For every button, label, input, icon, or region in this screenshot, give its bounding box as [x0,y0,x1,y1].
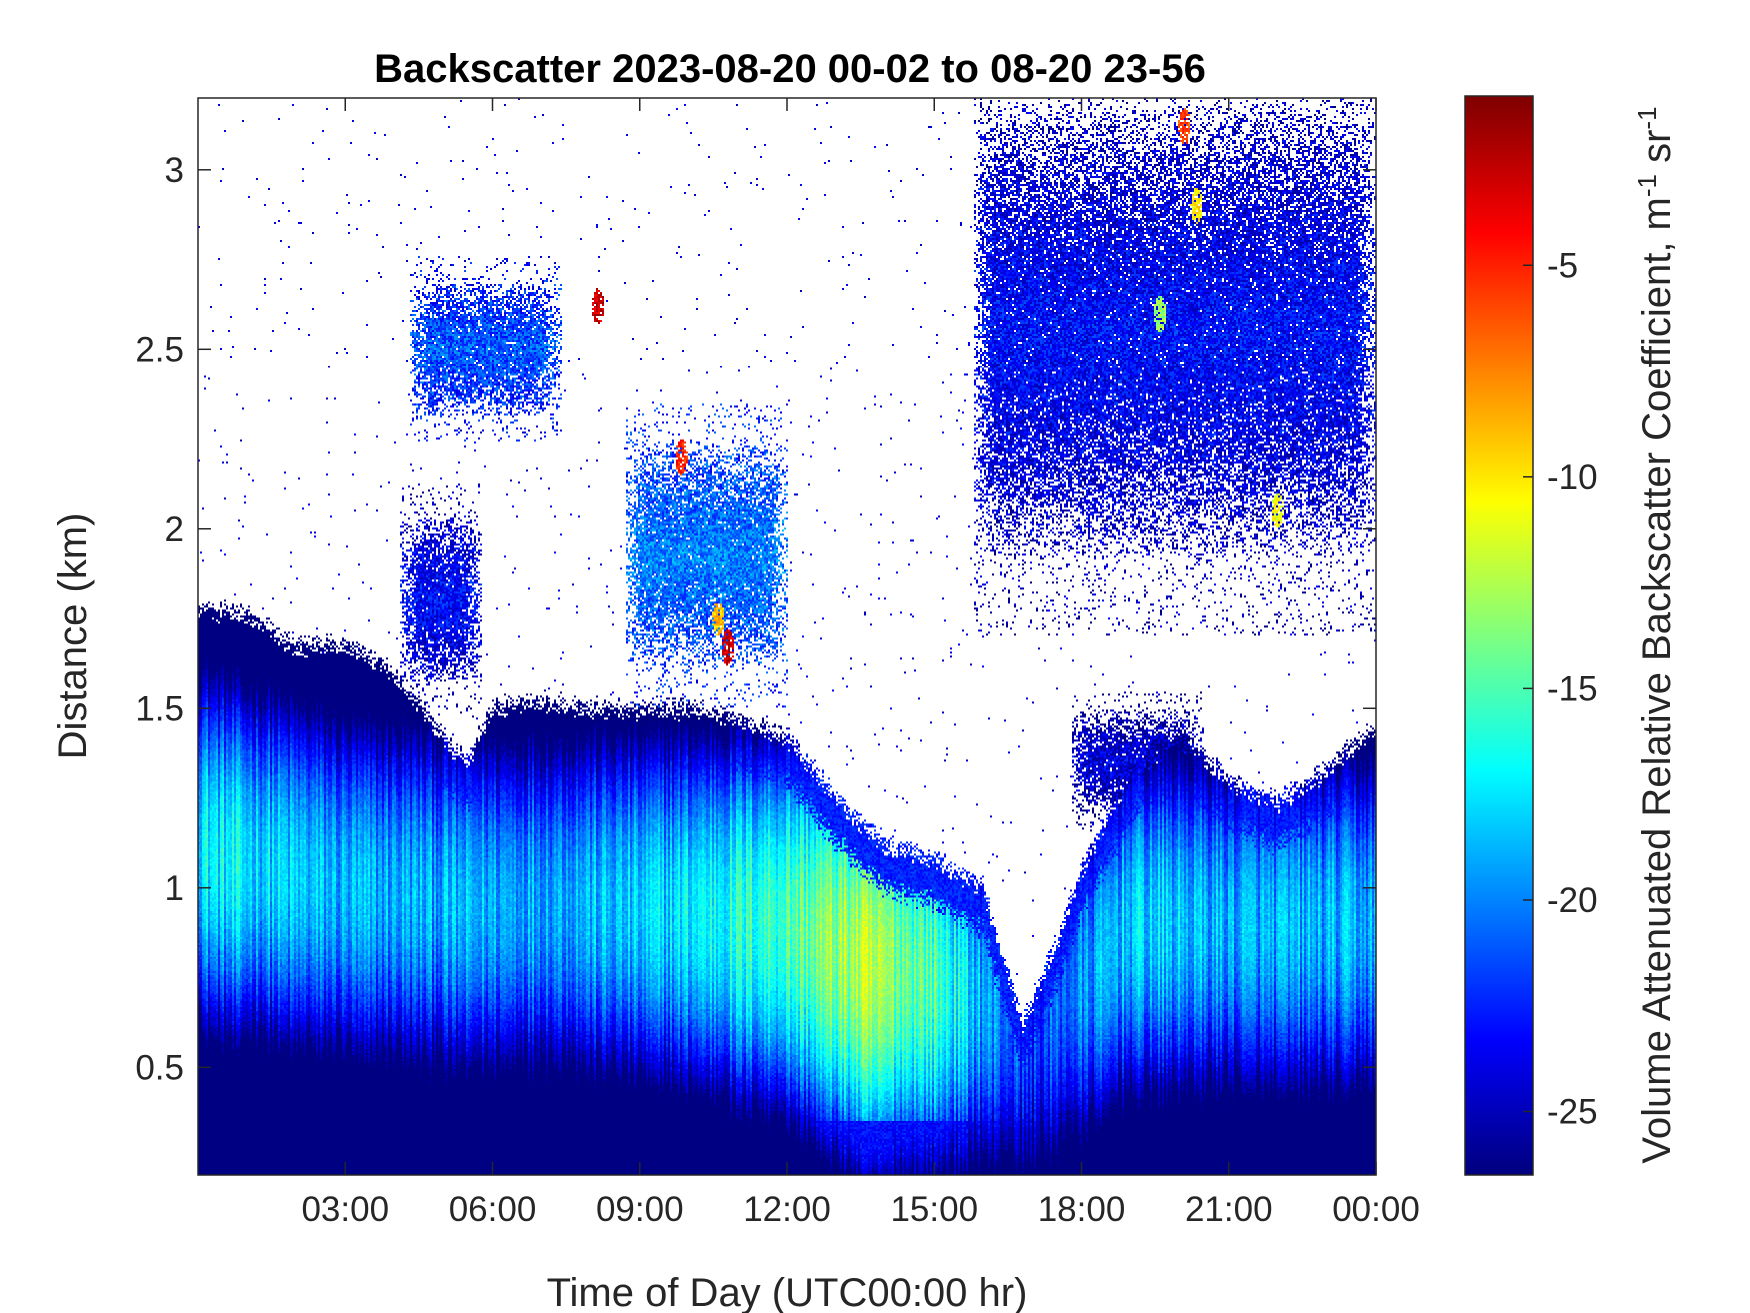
colorbar-label: Volume Attenuated Relative Backscatter C… [1632,106,1679,1163]
heatmap-plot-area [198,98,1376,1175]
colorbar-tick-label: -25 [1547,1093,1598,1132]
colorbar-ticks: -25 -20 -15 -10 -5 [1523,246,1598,1132]
y-tick-label: 1 [165,869,184,908]
x-tick-label: 21:00 [1185,1190,1273,1229]
y-tick-label: 2.5 [135,330,184,369]
chart-title: Backscatter 2023-08-20 00-02 to 08-20 23… [374,47,1206,91]
y-tick-label: 1.5 [135,689,184,728]
colorbar-tick-label: -15 [1547,669,1598,708]
colorbar [1465,96,1533,1175]
y-axis-ticks: 0.5 1 1.5 2 2.5 3 [135,151,1376,1087]
x-tick-label: 12:00 [743,1190,831,1229]
x-tick-label: 00:00 [1332,1190,1420,1229]
colorbar-tick-label: -10 [1547,458,1598,497]
x-tick-label: 03:00 [301,1190,389,1229]
y-tick-label: 0.5 [135,1048,184,1087]
x-tick-label: 18:00 [1038,1190,1126,1229]
colorbar-tick-label: -20 [1547,881,1598,920]
x-axis-ticks: 03:00 06:00 09:00 12:00 15:00 18:00 21:00 00:00 [301,98,1420,1229]
colorbar-frame [1464,95,1534,1176]
x-axis-label: Time of Day (UTC00:00 hr) [547,1271,1028,1313]
colorbar-tick-label: -5 [1547,246,1578,285]
x-tick-label: 06:00 [449,1190,537,1229]
x-tick-label: 15:00 [890,1190,978,1229]
y-axis-label: Distance (km) [51,513,95,760]
x-tick-label: 09:00 [596,1190,684,1229]
y-tick-label: 3 [165,151,184,190]
y-tick-label: 2 [165,510,184,549]
